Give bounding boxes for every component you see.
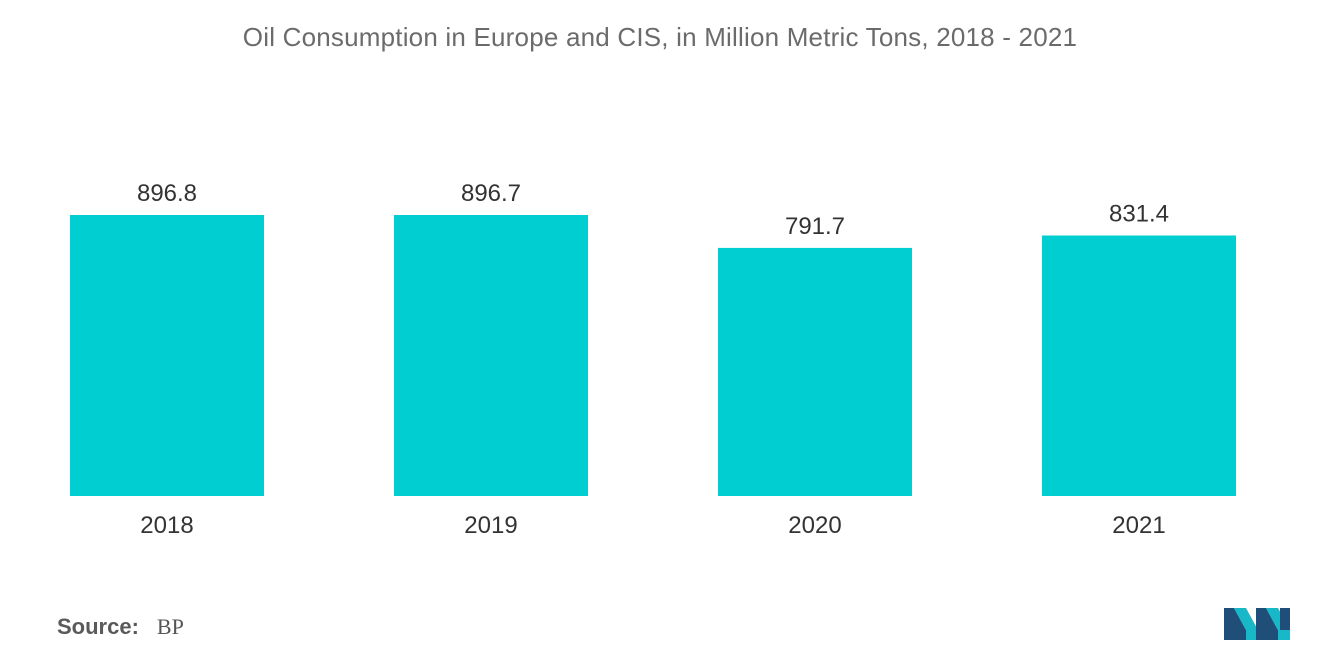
bars-layer xyxy=(70,215,1236,496)
value-label-2021: 831.4 xyxy=(1109,201,1169,228)
value-label-2018: 896.8 xyxy=(137,180,197,207)
source-value: BP xyxy=(156,614,184,639)
value-labels-layer: 896.8 896.7 791.7 831.4 xyxy=(137,180,1169,240)
chart-title: Oil Consumption in Europe and CIS, in Mi… xyxy=(242,22,1078,52)
x-tick-label-2019: 2019 xyxy=(464,512,517,539)
x-tick-label-2021: 2021 xyxy=(1112,512,1165,539)
bar-2021 xyxy=(1042,235,1236,496)
source-note: Source: BP xyxy=(57,614,184,640)
source-label: Source: xyxy=(57,614,139,639)
x-tick-label-2018: 2018 xyxy=(140,512,193,539)
bar-2020 xyxy=(718,247,912,496)
value-label-2019: 896.7 xyxy=(461,180,521,207)
x-tick-labels-layer: 2018 2019 2020 2021 xyxy=(140,512,1165,539)
bar-2019 xyxy=(394,215,588,496)
value-label-2020: 791.7 xyxy=(785,213,845,240)
bar-2018 xyxy=(70,215,264,496)
x-tick-label-2020: 2020 xyxy=(788,512,841,539)
mordor-intelligence-logo-icon xyxy=(1224,608,1290,640)
